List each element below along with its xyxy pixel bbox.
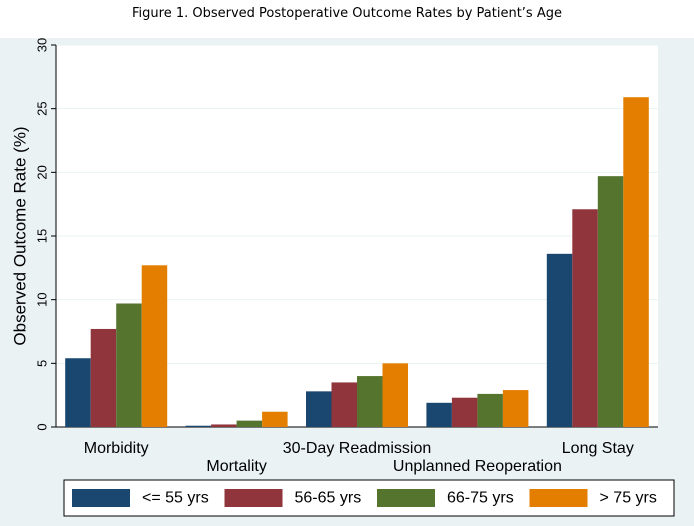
bar [65,358,91,427]
bar [357,376,383,427]
bar [546,253,573,427]
legend-label: > 75 yrs [600,490,657,507]
y-tick-label: 20 [35,165,50,179]
x-category-label: 30-Day Readmission [283,440,432,457]
bar [211,424,237,427]
bar [116,303,142,427]
bar [262,411,288,427]
bar [623,97,649,427]
bar [236,420,263,427]
bar [502,390,529,427]
y-axis-label: Observed Outcome Rate (%) [11,126,30,345]
legend-label: <= 55 yrs [142,490,209,507]
bar [331,382,357,427]
bar [90,328,117,427]
legend-swatch [377,489,435,507]
legend-swatch [224,489,283,507]
y-tick-label: 30 [35,38,50,52]
x-category-label: Mortality [206,458,266,475]
x-category-label: Long Stay [562,440,634,457]
bar [382,363,408,427]
legend-label: 56-65 yrs [295,490,362,507]
bar [306,391,332,427]
bar [451,397,478,427]
y-tick-label: 15 [35,229,50,243]
bar [141,265,168,427]
y-tick-label: 0 [35,423,50,430]
bar [597,176,624,427]
legend-swatch [529,489,588,507]
y-tick-label: 25 [35,101,50,115]
bar [477,393,503,427]
x-category-label: Unplanned Reoperation [393,458,562,475]
y-tick-label: 10 [35,292,50,306]
y-tick-label: 5 [35,360,50,367]
legend-label: 66-75 yrs [447,490,514,507]
bar [426,402,452,427]
bar [185,425,212,427]
figure-title: Figure 1. Observed Postoperative Outcome… [132,6,562,21]
bar [572,209,598,427]
legend-swatch [72,489,130,507]
x-category-label: Morbidity [84,440,149,457]
